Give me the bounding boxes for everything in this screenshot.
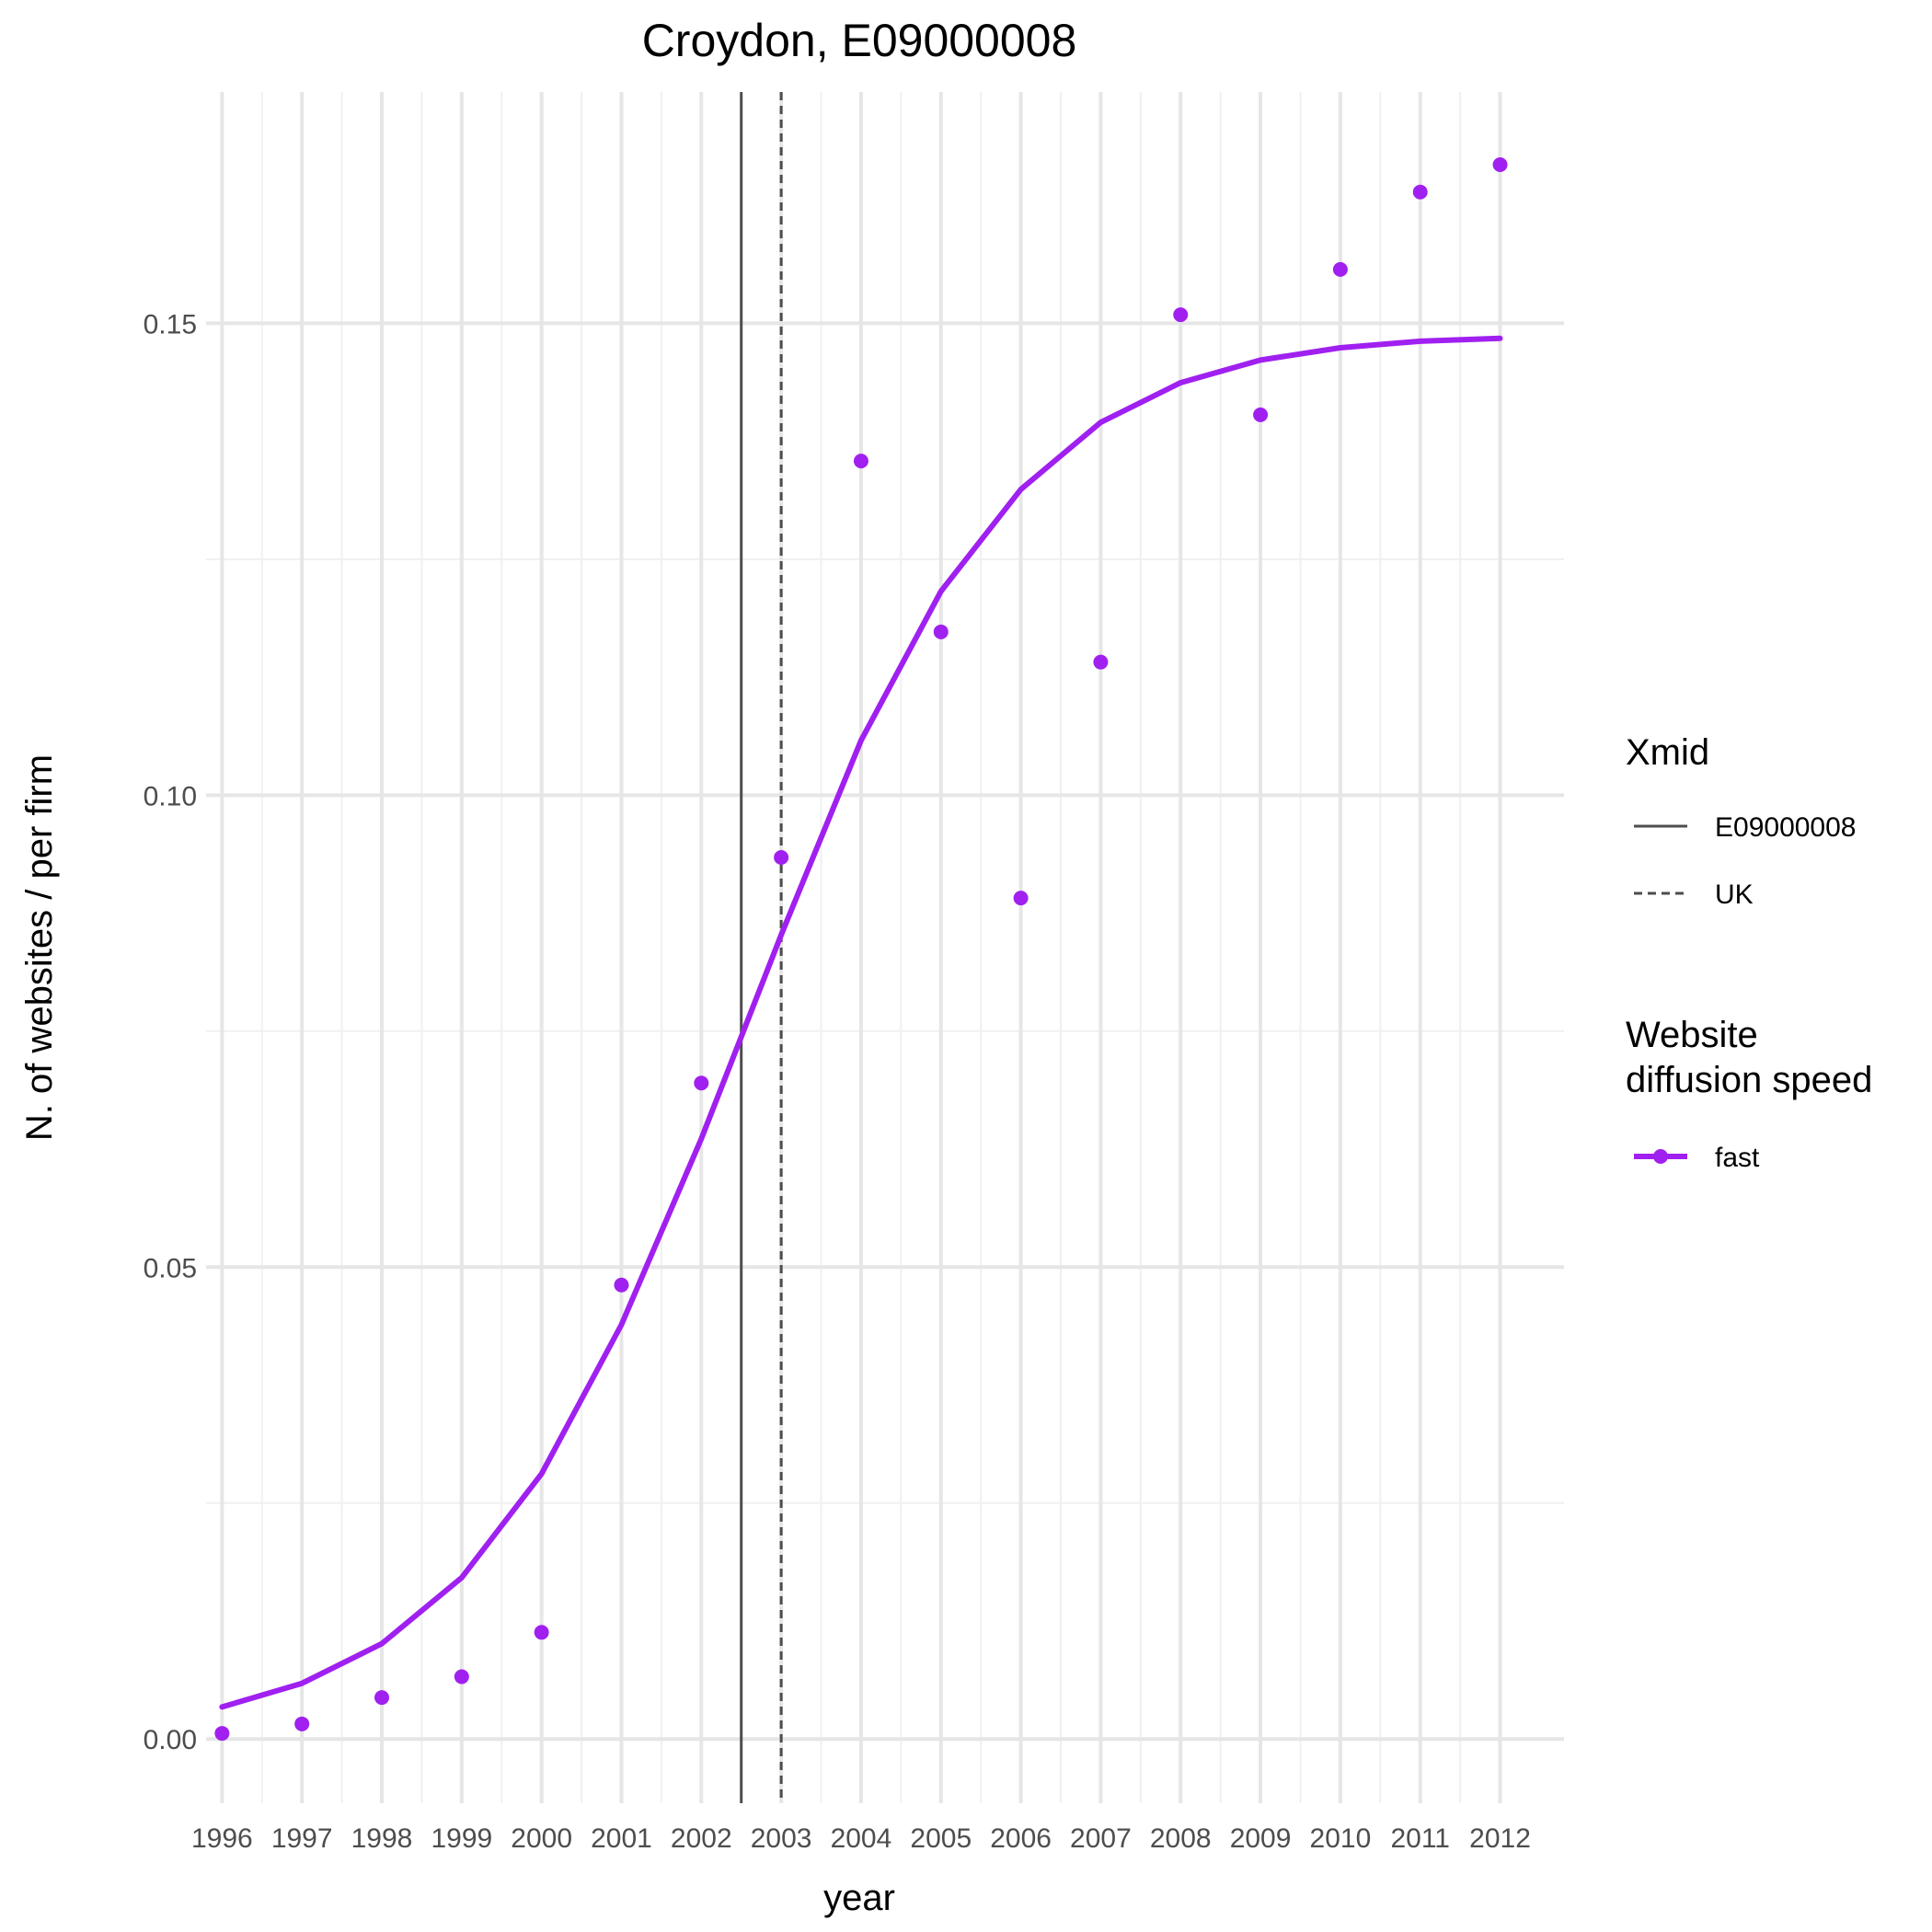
data-point bbox=[1332, 261, 1348, 277]
x-tick-label: 1999 bbox=[431, 1823, 492, 1854]
series-line-fast bbox=[219, 335, 1503, 1710]
x-axis-title: year bbox=[823, 1878, 895, 1918]
x-tick-label: 2005 bbox=[910, 1823, 972, 1854]
x-tick-label: 1996 bbox=[191, 1823, 253, 1854]
legend: Xmid E09000008 UK Website diffusion spee… bbox=[1626, 732, 1872, 1173]
data-point bbox=[1173, 307, 1189, 323]
x-tick-label: 2000 bbox=[511, 1823, 572, 1854]
reference-lines bbox=[740, 92, 783, 1803]
legend-label-e09000008: E09000008 bbox=[1715, 812, 1857, 843]
data-point bbox=[1492, 156, 1508, 172]
data-point bbox=[694, 1075, 709, 1091]
data-point bbox=[933, 624, 949, 639]
x-tick-label: 2001 bbox=[591, 1823, 652, 1854]
y-tick-label: 0.15 bbox=[144, 309, 197, 339]
legend-key-fast-point bbox=[1653, 1149, 1668, 1164]
legend-label-uk: UK bbox=[1715, 880, 1754, 910]
legend-title-line-1: Website bbox=[1626, 1015, 1758, 1055]
legend-title-line-2: diffusion speed bbox=[1626, 1060, 1872, 1100]
x-tick-label: 2011 bbox=[1390, 1823, 1450, 1854]
data-point bbox=[534, 1625, 549, 1640]
x-tick-label: 2004 bbox=[831, 1823, 892, 1854]
x-tick-label: 2012 bbox=[1469, 1823, 1531, 1854]
x-tick-label: 2007 bbox=[1070, 1823, 1132, 1854]
x-tick-label: 2010 bbox=[1310, 1823, 1372, 1854]
data-point bbox=[1253, 407, 1269, 422]
data-point bbox=[374, 1690, 390, 1706]
series-layer bbox=[214, 156, 1508, 1742]
legend-label-fast: fast bbox=[1715, 1143, 1760, 1173]
x-tick-label: 1998 bbox=[351, 1823, 413, 1854]
data-point bbox=[853, 454, 868, 469]
axes: 1996 1997 1998 1999 2000 2001 2002 2003 2004 2005… bbox=[144, 309, 1531, 1854]
x-tick-label: 2008 bbox=[1150, 1823, 1212, 1854]
data-point bbox=[1412, 184, 1428, 200]
y-tick-label: 0.00 bbox=[144, 1725, 197, 1755]
data-point bbox=[1013, 891, 1029, 906]
x-tick-label: 2009 bbox=[1230, 1823, 1292, 1854]
chart-title: Croydon, E09000008 bbox=[642, 15, 1077, 66]
data-point bbox=[614, 1277, 629, 1293]
data-point bbox=[774, 850, 789, 866]
legend-title-xmid: Xmid bbox=[1626, 732, 1709, 773]
data-point bbox=[454, 1669, 469, 1685]
data-point bbox=[214, 1726, 230, 1742]
y-axis-title: N. of websites / per firm bbox=[19, 754, 60, 1141]
y-tick-label: 0.10 bbox=[144, 781, 197, 811]
y-tick-label: 0.05 bbox=[144, 1253, 197, 1283]
data-point bbox=[1093, 654, 1109, 670]
x-tick-label: 1997 bbox=[271, 1823, 333, 1854]
data-point bbox=[294, 1716, 310, 1731]
x-tick-label: 2002 bbox=[671, 1823, 732, 1854]
x-tick-label: 2006 bbox=[990, 1823, 1052, 1854]
grid bbox=[206, 92, 1564, 1803]
x-tick-label: 2003 bbox=[751, 1823, 812, 1854]
